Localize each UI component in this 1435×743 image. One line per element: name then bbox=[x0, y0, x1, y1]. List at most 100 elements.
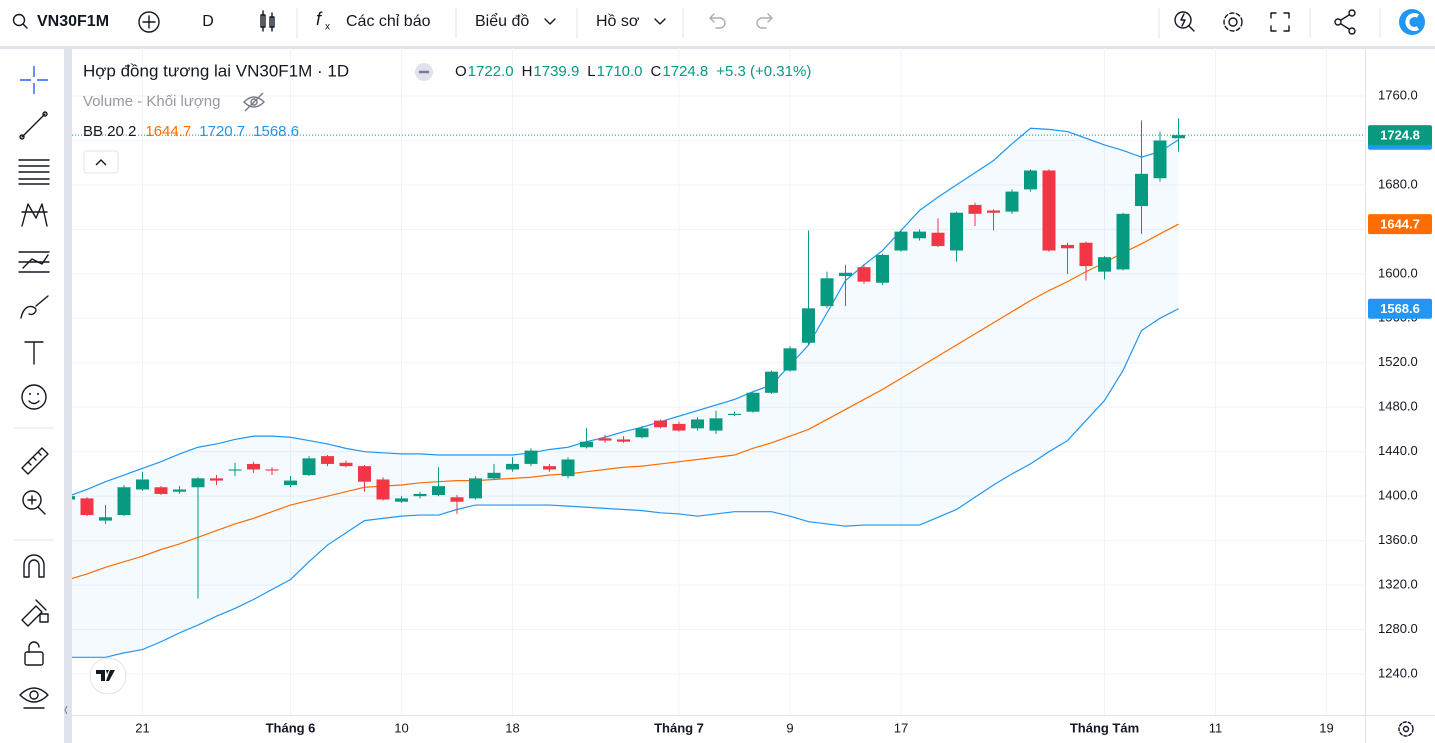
ohlc-value: 1722.0 bbox=[468, 63, 514, 80]
candle-body bbox=[802, 308, 815, 343]
y-tick-label: 1360.0 bbox=[1378, 532, 1418, 547]
indicators-button[interactable]: f x Các chỉ báo bbox=[316, 9, 431, 33]
price-badge bbox=[1368, 214, 1432, 235]
candle-body bbox=[284, 480, 297, 486]
x-tick-label: Tháng Tám bbox=[1070, 720, 1139, 735]
x-tick-label: 21 bbox=[135, 720, 149, 735]
measure-tool[interactable] bbox=[21, 447, 49, 475]
y-tick-label: 1520.0 bbox=[1378, 354, 1418, 369]
pattern-tool[interactable] bbox=[21, 203, 48, 227]
compare-button[interactable] bbox=[138, 11, 160, 33]
fullscreen-button[interactable] bbox=[1270, 12, 1290, 32]
trend-line-tool[interactable] bbox=[19, 111, 48, 140]
candle-body bbox=[820, 278, 834, 307]
x-tick-label: 10 bbox=[394, 720, 408, 735]
candle-body bbox=[1005, 191, 1019, 212]
candle-body bbox=[765, 371, 778, 393]
magnet-tool[interactable] bbox=[23, 554, 45, 578]
brand-logo[interactable] bbox=[1399, 9, 1425, 35]
fib-tool[interactable] bbox=[18, 159, 50, 185]
price-badge-label: 1724.8 bbox=[1380, 128, 1420, 143]
brush-tool[interactable] bbox=[20, 295, 49, 319]
chart-style-button[interactable] bbox=[260, 10, 275, 32]
y-tick-label: 1400.0 bbox=[1378, 488, 1418, 503]
bb-upper-line bbox=[72, 127, 1179, 496]
candle-body bbox=[247, 463, 260, 470]
symbol-search[interactable]: VN30F1M bbox=[12, 13, 110, 30]
y-tick-label: 1240.0 bbox=[1378, 665, 1418, 680]
lock-tool[interactable] bbox=[24, 641, 44, 666]
price-badge-label: 1568.6 bbox=[1380, 301, 1420, 316]
y-tick-label: 1760.0 bbox=[1378, 87, 1418, 102]
indicators[interactable]: Các chỉ báo bbox=[346, 13, 431, 30]
ohlc-label: H bbox=[522, 63, 533, 80]
collapse-arrow[interactable] bbox=[64, 705, 68, 715]
axis-layer: 1240.0 1280.0 1320.0 1360.0 1400.0 1440.0 1480… bbox=[135, 87, 1432, 735]
candle-body bbox=[413, 493, 427, 497]
symbol[interactable]: VN30F1M bbox=[37, 13, 109, 30]
redo-button[interactable] bbox=[756, 13, 773, 29]
candle-body bbox=[302, 458, 316, 476]
candle-body bbox=[1153, 140, 1167, 179]
y-tick-label: 1440.0 bbox=[1378, 443, 1418, 458]
zoom-tool[interactable] bbox=[22, 490, 46, 515]
candle-body bbox=[876, 254, 889, 283]
crosshair-tool[interactable] bbox=[20, 66, 48, 94]
bb-basis-line bbox=[72, 223, 1179, 580]
candle-body bbox=[210, 478, 223, 481]
collapse-legend-button[interactable] bbox=[83, 150, 119, 174]
ohlc-value: 1739.9 bbox=[533, 63, 579, 80]
prediction-tool[interactable] bbox=[18, 251, 50, 273]
chart-menu-label[interactable]: Biểu đồ bbox=[475, 12, 529, 30]
candle-body bbox=[339, 462, 353, 467]
candle-body bbox=[691, 419, 704, 429]
candle-body bbox=[561, 459, 575, 477]
candle-body bbox=[672, 423, 686, 431]
candle-body bbox=[746, 392, 760, 412]
lock-drawing-tool[interactable] bbox=[21, 599, 49, 627]
tv-logo[interactable] bbox=[89, 657, 127, 695]
candle-body bbox=[543, 466, 556, 470]
chart-menu[interactable]: Biểu đồ bbox=[475, 12, 556, 30]
candle-body bbox=[598, 438, 612, 441]
text-tool[interactable] bbox=[24, 341, 44, 365]
icon-tool[interactable] bbox=[21, 384, 47, 410]
share-button[interactable] bbox=[1334, 9, 1356, 35]
price-change: +5.3 (+0.31%) bbox=[716, 63, 811, 80]
candle-body bbox=[709, 418, 723, 431]
candle-body bbox=[432, 486, 445, 496]
panel-gap bbox=[64, 48, 72, 743]
quick-search-button[interactable] bbox=[1174, 11, 1195, 32]
candle-body bbox=[839, 272, 852, 277]
candle-body bbox=[173, 489, 186, 492]
candle-body bbox=[783, 348, 797, 371]
collapse-legend-icon bbox=[95, 159, 107, 166]
settings-button[interactable] bbox=[1223, 12, 1243, 32]
volume-label: Volume - Khối lượng bbox=[83, 93, 220, 110]
profile-menu-label[interactable]: Hồ sơ bbox=[596, 13, 640, 30]
x-tick-label: 18 bbox=[505, 720, 519, 735]
x-tick-label: 9 bbox=[786, 720, 793, 735]
candle-body bbox=[1061, 244, 1074, 249]
x-tick-label: 17 bbox=[894, 720, 908, 735]
candle-body bbox=[1172, 135, 1185, 139]
hide-tool[interactable] bbox=[19, 687, 49, 709]
interval[interactable]: D bbox=[202, 13, 214, 30]
x-tick-label: 19 bbox=[1319, 720, 1333, 735]
hide-volume-icon[interactable] bbox=[243, 92, 265, 112]
candle-body bbox=[1116, 213, 1130, 270]
candle-body bbox=[321, 456, 334, 464]
candle-body bbox=[968, 204, 982, 214]
profile-menu[interactable]: Hồ sơ bbox=[596, 13, 666, 30]
candle-body bbox=[894, 231, 908, 251]
left-toolbar bbox=[14, 48, 72, 743]
bb-upper-value: 1720.7 bbox=[199, 123, 245, 140]
axis-settings-button[interactable] bbox=[1398, 721, 1414, 737]
bb-label: BB 20 2 bbox=[83, 123, 136, 140]
candle-body bbox=[80, 498, 94, 516]
undo-button[interactable] bbox=[709, 13, 726, 29]
y-tick-label: 1680.0 bbox=[1378, 176, 1418, 191]
plot-layer bbox=[72, 118, 1365, 658]
